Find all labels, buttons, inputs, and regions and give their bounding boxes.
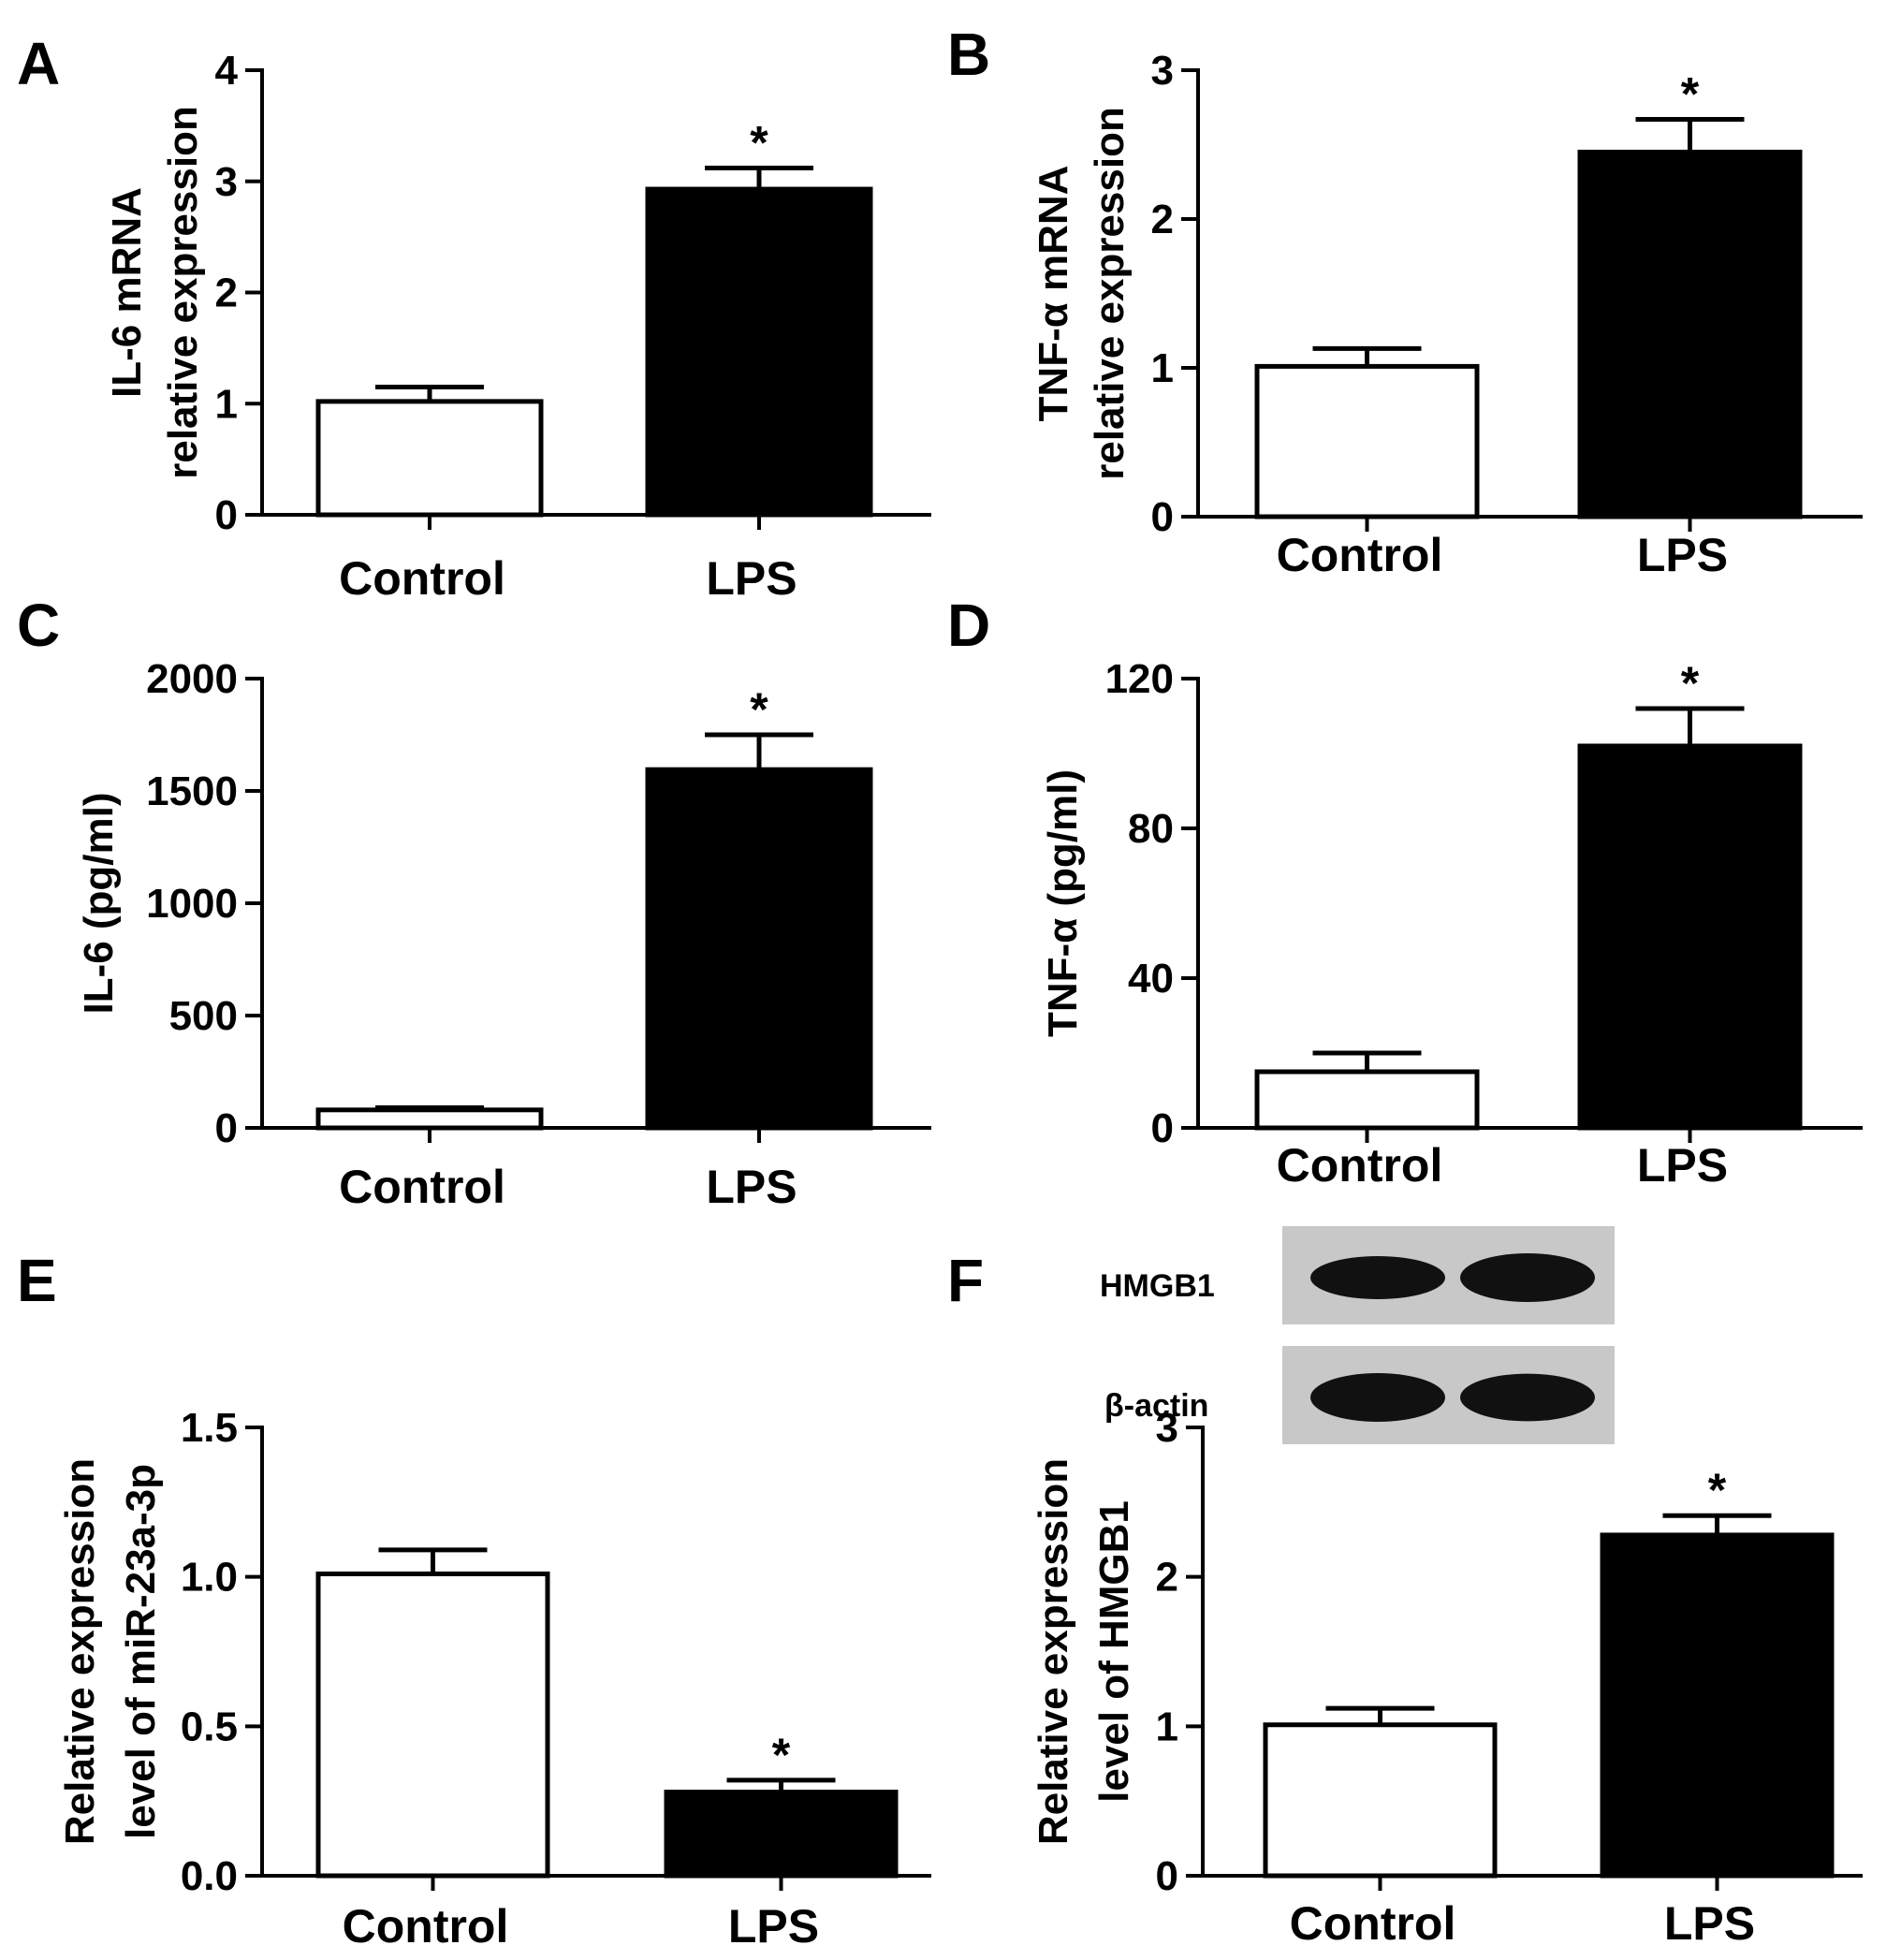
bar-control xyxy=(315,1571,550,1879)
y-tick-label: 0.0 xyxy=(181,1853,238,1899)
y-axis-label: relative expression xyxy=(160,106,206,479)
blot-band xyxy=(1310,1256,1445,1299)
y-tick-label: 4 xyxy=(215,48,239,94)
y-axis-label: TNF-α (pg/ml) xyxy=(1040,769,1086,1037)
x-tick-label: Control xyxy=(339,1161,505,1213)
significance-marker: * xyxy=(1681,657,1700,709)
blot-label: β-actin xyxy=(1104,1388,1208,1424)
y-tick-label: 0 xyxy=(215,1105,238,1151)
y-tick-label: 500 xyxy=(169,993,238,1039)
blot-band xyxy=(1310,1373,1445,1422)
bar-control xyxy=(315,1107,544,1131)
y-axis-label: IL-6 mRNA xyxy=(104,187,150,398)
y-tick-label: 1 xyxy=(215,381,238,427)
panel-letter: D xyxy=(947,592,990,659)
y-tick-label: 1.5 xyxy=(181,1405,238,1451)
x-tick-label: LPS xyxy=(706,552,797,605)
bar-lps xyxy=(1577,149,1803,519)
y-tick-label: 2000 xyxy=(146,656,238,702)
y-axis-label: level of miR-23a-3p xyxy=(118,1464,164,1839)
y-axis-label: relative expression xyxy=(1087,107,1133,480)
y-tick-label: 0 xyxy=(1156,1853,1178,1899)
panel-f: F 0 1 2 3 Relative expression level of HMGB1 Co… xyxy=(947,1226,1863,1950)
western-blot: HMGB1 β-actin xyxy=(1100,1226,1615,1444)
y-tick-label: 2 xyxy=(1156,1555,1178,1601)
y-axis-label: Relative expression xyxy=(1031,1458,1076,1845)
panel-letter: A xyxy=(17,30,60,97)
x-tick-label: LPS xyxy=(728,1900,819,1953)
y-tick-label: 2 xyxy=(1151,197,1174,242)
y-tick-label: 1 xyxy=(1156,1704,1178,1749)
bar-lps xyxy=(645,767,873,1131)
bar-lps xyxy=(664,1790,899,1879)
y-tick-label: 1500 xyxy=(146,768,238,814)
x-tick-label: Control xyxy=(1277,1139,1443,1192)
y-tick-label: 40 xyxy=(1128,956,1174,1002)
y-axis-label: IL-6 (pg/ml) xyxy=(76,792,122,1014)
panel-c: C 0 500 1000 1500 2000 IL-6 (pg/ml) Control LPS * xyxy=(17,592,931,1213)
y-tick-label: 1000 xyxy=(146,881,238,927)
blot-band xyxy=(1460,1373,1595,1422)
bar-control xyxy=(1254,1069,1480,1131)
x-tick-label: Control xyxy=(343,1900,509,1953)
y-tick-label: 1.0 xyxy=(181,1555,238,1601)
x-tick-label: Control xyxy=(1290,1897,1456,1950)
significance-marker: * xyxy=(750,683,768,736)
y-tick-label: 0 xyxy=(215,492,238,538)
bar-control xyxy=(1263,1722,1498,1879)
panel-letter: B xyxy=(947,21,990,88)
y-axis-label: level of HMGB1 xyxy=(1091,1500,1137,1803)
panel-letter: E xyxy=(17,1247,57,1314)
bar-lps xyxy=(645,186,873,518)
y-tick-label: 0 xyxy=(1151,1105,1174,1151)
y-tick-label: 2 xyxy=(215,271,238,316)
significance-marker: * xyxy=(750,117,768,169)
y-tick-label: 3 xyxy=(215,159,238,205)
x-tick-label: LPS xyxy=(706,1161,797,1213)
blot-band xyxy=(1460,1253,1595,1302)
panel-e: E 0.0 0.5 1.0 1.5 Relative expression level of… xyxy=(17,1247,931,1953)
panel-letter: C xyxy=(17,592,60,659)
y-tick-label: 3 xyxy=(1156,1405,1178,1451)
bar-lps xyxy=(1577,743,1803,1131)
significance-marker: * xyxy=(1681,67,1700,120)
x-tick-label: Control xyxy=(339,552,505,605)
x-tick-label: Control xyxy=(1277,529,1443,581)
significance-marker: * xyxy=(772,1729,791,1781)
x-tick-label: LPS xyxy=(1637,1139,1728,1192)
y-tick-label: 0.5 xyxy=(181,1704,238,1749)
x-tick-label: LPS xyxy=(1664,1897,1755,1950)
significance-marker: * xyxy=(1708,1464,1727,1516)
y-tick-label: 0 xyxy=(1151,494,1174,540)
panel-a: A 0 1 2 3 4 IL-6 mRNA relative expression Contro… xyxy=(17,30,931,605)
y-tick-label: 3 xyxy=(1151,48,1174,94)
y-axis-label: Relative expression xyxy=(57,1458,103,1845)
panel-b: B 0 1 2 3 TNF-α mRNA relative expression Contro… xyxy=(947,21,1863,581)
panel-letter: F xyxy=(947,1247,984,1314)
y-axis-label: TNF-α mRNA xyxy=(1031,166,1076,422)
y-tick-label: 1 xyxy=(1151,345,1174,391)
x-tick-label: LPS xyxy=(1637,529,1728,581)
blot-label: HMGB1 xyxy=(1100,1268,1215,1304)
bar-lps xyxy=(1600,1532,1835,1879)
panel-d: D 0 40 80 120 TNF-α (pg/ml) Control LPS * xyxy=(947,592,1863,1192)
y-tick-label: 80 xyxy=(1128,806,1174,852)
bar-control xyxy=(315,399,544,518)
bar-control xyxy=(1254,363,1480,519)
y-tick-label: 120 xyxy=(1105,656,1174,702)
